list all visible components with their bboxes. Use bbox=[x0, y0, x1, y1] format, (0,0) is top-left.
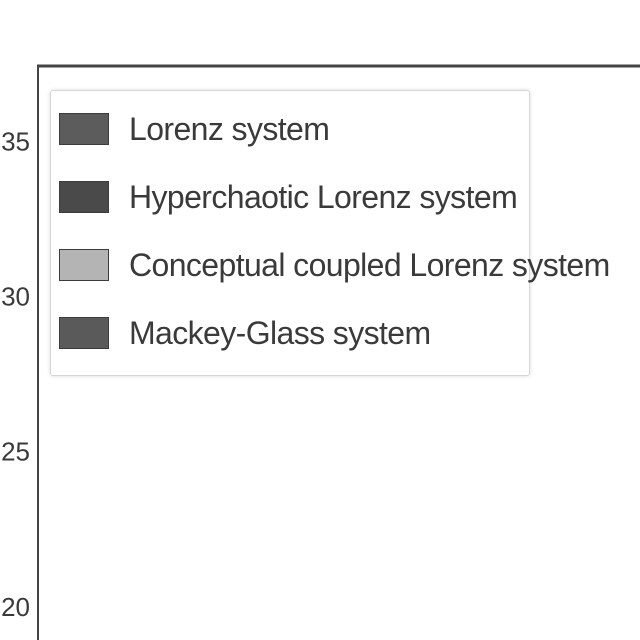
legend-item-conceptual-coupled-lorenz: Conceptual coupled Lorenz system bbox=[59, 245, 610, 285]
legend-item-mackey-glass: Mackey-Glass system bbox=[59, 313, 431, 353]
legend-swatch-conceptual-coupled-lorenz bbox=[59, 249, 109, 281]
y-axis-ticks: 20 25 30 35 bbox=[1, 126, 30, 621]
legend-swatch-mackey-glass bbox=[59, 317, 109, 349]
legend-swatch-lorenz bbox=[59, 113, 109, 145]
y-tick-label: 20 bbox=[1, 592, 30, 622]
legend-label-hyperchaotic-lorenz: Hyperchaotic Lorenz system bbox=[129, 178, 518, 215]
legend-label-lorenz: Lorenz system bbox=[129, 110, 330, 147]
legend-label-mackey-glass: Mackey-Glass system bbox=[129, 314, 431, 351]
y-tick-label: 35 bbox=[1, 126, 30, 156]
legend-item-lorenz: Lorenz system bbox=[59, 109, 330, 149]
y-tick-label: 25 bbox=[1, 437, 30, 467]
y-tick-label: 30 bbox=[1, 282, 30, 312]
legend: Lorenz system Hyperchaotic Lorenz system… bbox=[50, 90, 610, 376]
legend-label-conceptual-coupled-lorenz: Conceptual coupled Lorenz system bbox=[129, 246, 610, 283]
legend-swatch-hyperchaotic-lorenz bbox=[59, 181, 109, 213]
legend-item-hyperchaotic-lorenz: Hyperchaotic Lorenz system bbox=[59, 177, 518, 217]
